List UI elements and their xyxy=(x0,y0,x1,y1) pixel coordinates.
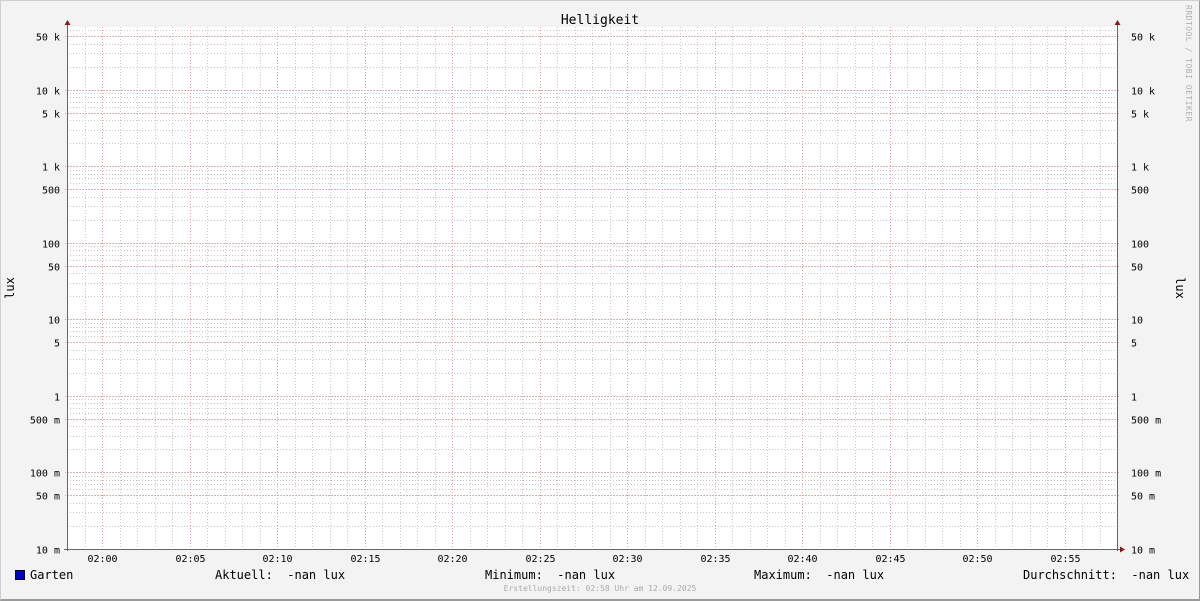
y-tick-label-left: 5 xyxy=(54,339,60,350)
watermark: RRDTOOL / TOBI OETIKER xyxy=(1184,5,1193,122)
x-tick-label: 02:05 xyxy=(175,554,205,565)
y-tick-label-right: 5 xyxy=(1131,339,1137,350)
x-tick-label: 02:15 xyxy=(350,554,380,565)
y-axis-label-left: lux xyxy=(3,277,17,299)
legend-maximum: Maximum: -nan lux xyxy=(754,568,885,582)
legend-swatch-garten xyxy=(15,570,25,580)
y-tick-label-right: 5 k xyxy=(1131,110,1149,121)
y-tick-label-right: 500 m xyxy=(1131,416,1161,427)
y-tick-label-right: 10 xyxy=(1131,316,1143,327)
x-tick-label: 02:55 xyxy=(1050,554,1080,565)
y-tick-label-right: 50 m xyxy=(1131,492,1155,503)
y-tick-label-right: 1 xyxy=(1131,393,1137,404)
chart-title: Helligkeit xyxy=(561,13,639,28)
x-tick-label: 02:40 xyxy=(787,554,817,565)
x-tick-label: 02:45 xyxy=(875,554,905,565)
x-tick-label: 02:50 xyxy=(962,554,992,565)
y-tick-label-left: 1 k xyxy=(42,163,60,174)
legend-minimum: Minimum: -nan lux xyxy=(485,568,616,582)
y-tick-label-right: 50 xyxy=(1131,263,1143,274)
y-tick-label-right: 10 k xyxy=(1131,87,1155,98)
y-tick-label-left: 1 xyxy=(54,393,60,404)
x-axis-arrow xyxy=(1120,546,1125,553)
y-tick-label-left: 10 k xyxy=(36,87,60,98)
y-tick-label-right: 500 xyxy=(1131,186,1149,197)
y-tick-label-left: 500 m xyxy=(30,416,60,427)
y-tick-label-right: 100 xyxy=(1131,240,1149,251)
y-tick-label-left: 100 m xyxy=(30,469,60,480)
y-tick-label-left: 50 m xyxy=(36,492,60,503)
y-tick-label-left: 10 xyxy=(48,316,60,327)
x-tick-label: 02:10 xyxy=(262,554,292,565)
y-tick-label-left: 500 xyxy=(42,186,60,197)
y-tick-label-left: 100 xyxy=(42,240,60,251)
y-tick-label-right: 100 m xyxy=(1131,469,1161,480)
x-tick-label: 02:30 xyxy=(612,554,642,565)
x-tick-label: 02:25 xyxy=(525,554,555,565)
creation-time-footer: Erstellungszeit: 02:58 Uhr am 12.09.2025 xyxy=(503,584,697,593)
y-tick-label-right: 50 k xyxy=(1131,33,1155,44)
legend-series-name: Garten xyxy=(30,568,74,582)
y-axis-arrow-right xyxy=(1114,20,1121,25)
x-tick-label: 02:20 xyxy=(437,554,467,565)
y-tick-label-right: 10 m xyxy=(1131,546,1155,557)
y-tick-label-right: 1 k xyxy=(1131,163,1149,174)
y-tick-label-left: 50 k xyxy=(36,33,60,44)
y-axis-arrow-left xyxy=(64,20,71,25)
legend-current: Aktuell: -nan lux xyxy=(215,568,346,582)
y-tick-label-left: 5 k xyxy=(42,110,60,121)
y-axis-label-right: lux xyxy=(1173,277,1187,299)
y-tick-label-left: 10 m xyxy=(36,546,60,557)
legend-average: Durchschnitt: -nan lux xyxy=(1023,568,1190,582)
y-tick-label-left: 50 xyxy=(48,263,60,274)
x-tick-label: 02:35 xyxy=(700,554,730,565)
x-tick-label: 02:00 xyxy=(87,554,117,565)
